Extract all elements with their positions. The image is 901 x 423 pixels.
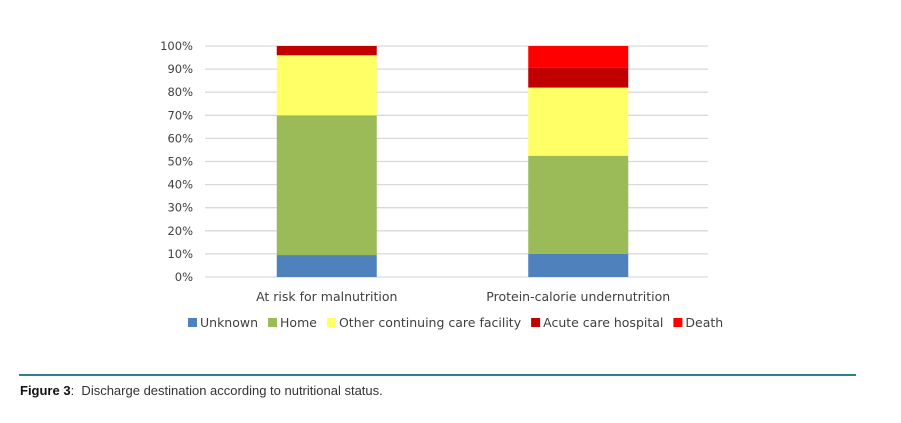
bar-segment-other-continuing-care-facility	[528, 87, 629, 156]
y-tick-label: 0%	[175, 270, 193, 284]
legend-swatch	[326, 318, 336, 327]
legend-swatch	[188, 318, 197, 327]
legend-item: Unknown	[188, 315, 258, 330]
x-category-label: At risk for malnutrition	[256, 289, 397, 304]
caption-text: Discharge destination according to nutri…	[74, 383, 383, 398]
y-tick-label: 80%	[167, 85, 193, 99]
bars	[276, 46, 629, 277]
y-tick-label: 20%	[167, 224, 193, 238]
stacked-bar-chart: 0% 10% 20% 30% 40% 50% 60% 70% 80% 90% 100% At ris…	[160, 39, 723, 330]
legend-label: Death	[685, 315, 723, 330]
y-tick-label: 10%	[167, 247, 193, 261]
legend-item: Other continuing care facility	[326, 315, 522, 330]
y-tick-label: 100%	[160, 39, 193, 53]
bar-segment-home	[276, 115, 377, 256]
legend-swatch	[531, 318, 541, 327]
legend-label: Acute care hospital	[543, 315, 663, 330]
bar-segment-acute-care-hospital	[276, 46, 377, 56]
y-tick-label: 60%	[167, 131, 193, 145]
legend-swatch	[673, 318, 683, 327]
legend-label: Other continuing care facility	[339, 315, 522, 330]
y-tick-label: 70%	[167, 108, 193, 122]
legend-item: Home	[268, 315, 317, 330]
y-tick-label: 40%	[167, 178, 193, 192]
legend-item: Acute care hospital	[531, 315, 663, 330]
bar-segment-unknown	[276, 255, 377, 277]
bar-stack	[276, 46, 377, 277]
legend-item: Death	[673, 315, 723, 330]
bar-segment-other-continuing-care-facility	[276, 55, 377, 116]
caption-divider	[19, 374, 856, 376]
y-tick-label: 50%	[167, 155, 193, 169]
legend: Unknown Home Other continuing care facilit…	[188, 315, 723, 330]
y-axis-ticks: 0% 10% 20% 30% 40% 50% 60% 70% 80% 90% 100%	[160, 39, 193, 284]
figure-caption: Figure 3: Discharge destination accordin…	[20, 383, 383, 398]
bar-stack	[528, 46, 629, 277]
caption-separator: :	[70, 383, 75, 398]
bar-segment-home	[528, 155, 629, 254]
bar-segment-unknown	[528, 253, 629, 277]
bar-segment-acute-care-hospital	[528, 67, 629, 88]
bar-segment-death	[528, 46, 629, 68]
x-axis-labels: At risk for malnutrition Protein-calorie …	[256, 289, 670, 304]
y-tick-label: 30%	[167, 201, 193, 215]
legend-label: Home	[280, 315, 317, 330]
caption-label: Figure 3	[20, 383, 71, 398]
y-tick-label: 90%	[167, 62, 193, 76]
x-category-label: Protein-calorie undernutrition	[486, 289, 670, 304]
legend-swatch	[268, 318, 278, 327]
legend-label: Unknown	[200, 315, 258, 330]
